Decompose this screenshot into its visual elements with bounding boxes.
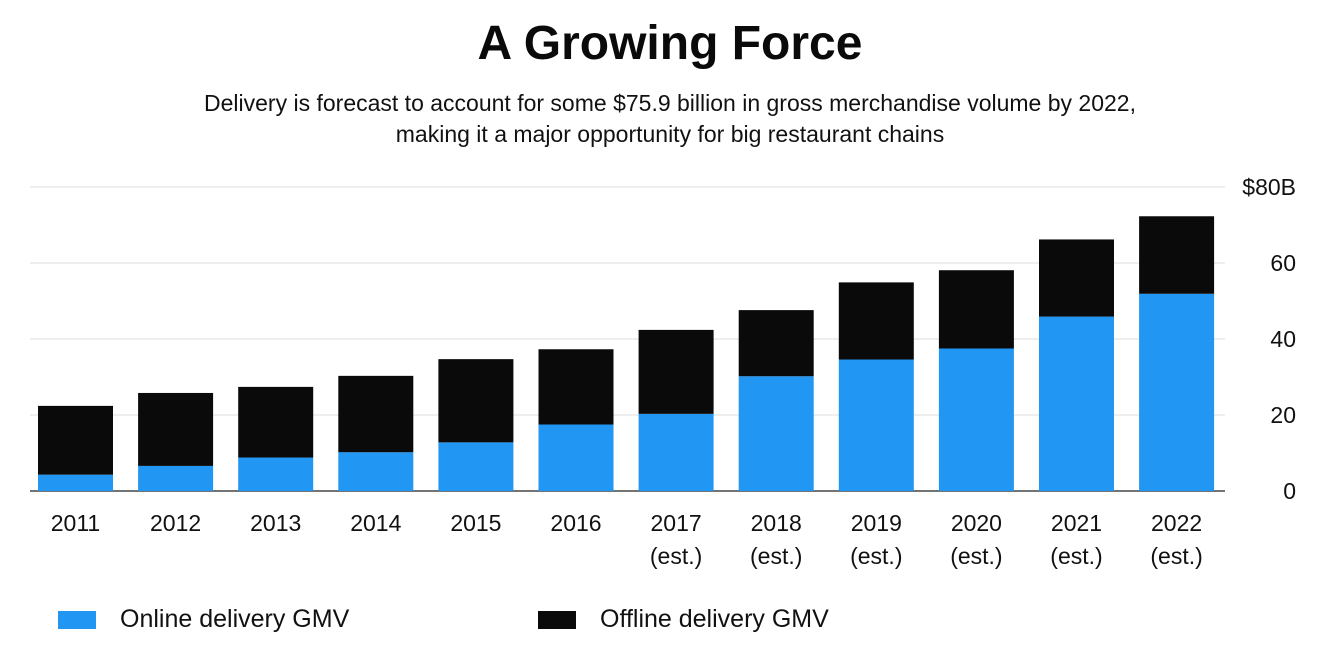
bar-online — [538, 424, 614, 491]
stacked-bar-chart: 0 20 40 60 $80B 2011 2012 2013 2014 2015 2016 2017… — [30, 174, 1296, 569]
bar-offline — [938, 270, 1014, 349]
gridlines — [30, 186, 1225, 492]
x-tick-label: 2019 — [851, 510, 902, 536]
x-tick-label: (est.) — [1150, 543, 1202, 569]
subtitle-line-1: Delivery is forecast to account for some… — [204, 90, 1136, 116]
x-tick-label: 2016 — [550, 510, 601, 536]
bar-offline — [638, 329, 714, 414]
x-tick-label: 2011 — [51, 510, 100, 536]
x-tick-label: 2020 — [951, 510, 1002, 536]
y-tick-label: 20 — [1270, 402, 1296, 428]
bar-online — [138, 465, 214, 491]
x-tick-label: 2012 — [150, 510, 201, 536]
bar-offline — [838, 282, 914, 360]
bar-online — [838, 359, 914, 491]
legend-label-online: Online delivery GMV — [120, 605, 350, 633]
bar-online — [938, 348, 1014, 491]
bar-offline — [738, 310, 814, 377]
bar-online — [1039, 316, 1114, 491]
chart-subtitle: Delivery is forecast to account for some… — [0, 88, 1340, 150]
bar-offline — [438, 359, 514, 443]
x-tick-label: 2017 — [651, 510, 702, 536]
legend-label-offline: Offline delivery GMV — [600, 605, 829, 633]
subtitle-line-2: making it a major opportunity for big re… — [395, 121, 945, 147]
y-tick-label: $80B — [1242, 174, 1296, 200]
x-axis-ticks: 2011 2012 2013 2014 2015 2016 2017 (est.) 2018 (e… — [51, 510, 1203, 569]
legend-item-offline: Offline delivery GMV — [538, 605, 829, 634]
bar-offline — [38, 405, 113, 475]
x-tick-label: 2014 — [350, 510, 401, 536]
bar-online — [438, 442, 514, 491]
x-tick-label: (est.) — [650, 543, 702, 569]
legend-swatch-online — [58, 610, 96, 629]
bar-offline — [138, 392, 214, 466]
bar-online — [1139, 293, 1215, 491]
x-tick-label: (est.) — [950, 543, 1002, 569]
x-tick-label: 2022 — [1151, 510, 1202, 536]
bar-offline — [538, 349, 614, 425]
x-tick-label: 2013 — [250, 510, 301, 536]
bar-online — [738, 376, 814, 491]
bar-online — [638, 413, 714, 491]
x-tick-label: (est.) — [1050, 543, 1102, 569]
bar-online — [38, 474, 113, 491]
x-tick-label: 2015 — [450, 510, 501, 536]
x-tick-label: (est.) — [750, 543, 802, 569]
y-tick-label: 40 — [1270, 326, 1296, 352]
bar-offline — [238, 386, 314, 458]
bar-online — [338, 452, 414, 491]
legend-swatch-offline — [538, 610, 576, 629]
y-tick-label: 0 — [1283, 478, 1296, 504]
bar-online — [238, 457, 314, 491]
chart-title: A Growing Force — [477, 17, 863, 70]
y-axis-ticks: 0 20 40 60 $80B — [1242, 174, 1296, 504]
x-tick-label: 2018 — [751, 510, 802, 536]
legend-item-online: Online delivery GMV — [58, 605, 349, 634]
bars — [38, 216, 1215, 491]
bar-offline — [338, 375, 414, 453]
bar-offline — [1139, 216, 1215, 294]
bar-offline — [1039, 239, 1114, 317]
x-tick-label: 2021 — [1051, 510, 1102, 536]
x-tick-label: (est.) — [850, 543, 902, 569]
y-tick-label: 60 — [1270, 250, 1296, 276]
